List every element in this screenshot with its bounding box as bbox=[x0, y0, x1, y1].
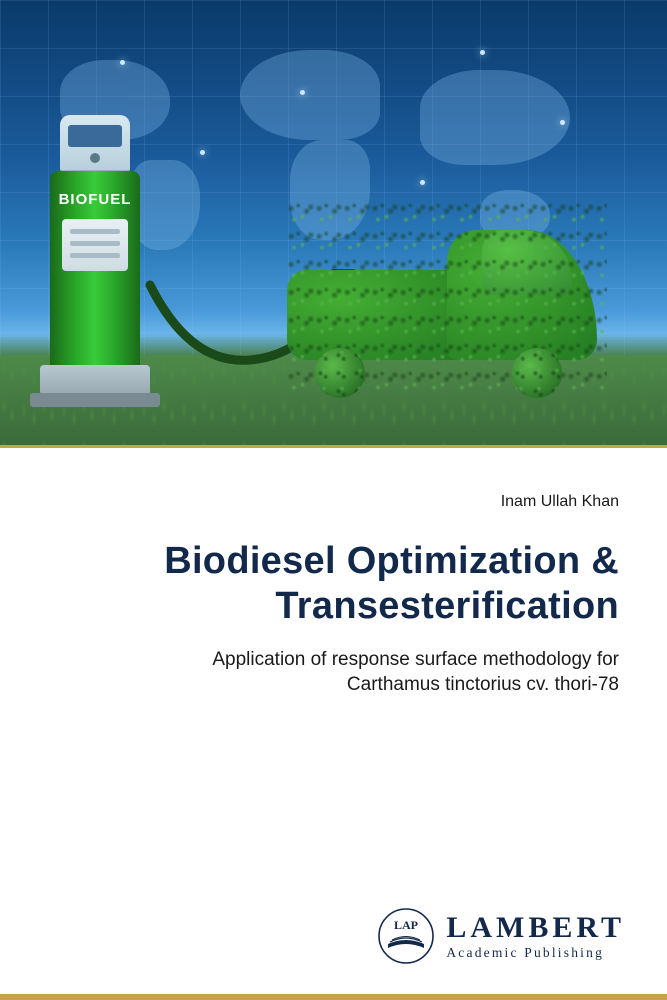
title-line: Biodiesel Optimization & bbox=[164, 540, 619, 582]
publisher-name: LAMBERT bbox=[446, 913, 625, 943]
network-node bbox=[420, 180, 425, 185]
eco-truck bbox=[287, 200, 607, 390]
book-subtitle: Application of response surface methodol… bbox=[48, 647, 619, 698]
author-name: Inam Ullah Khan bbox=[48, 493, 619, 511]
truck-wheel bbox=[512, 348, 562, 398]
pump-screen bbox=[68, 125, 122, 147]
pump-knob bbox=[90, 153, 100, 163]
cover-illustration: BIOFUEL bbox=[0, 0, 667, 445]
network-node bbox=[120, 60, 125, 65]
publisher-block: LAP LAMBERT Academic Publishing bbox=[378, 908, 625, 964]
pump-display-housing bbox=[60, 115, 130, 173]
pump-panel bbox=[62, 219, 128, 271]
subtitle-line: Application of response surface methodol… bbox=[212, 649, 619, 670]
title-line: Transesterification bbox=[275, 585, 619, 627]
svg-text:LAP: LAP bbox=[394, 918, 418, 932]
truck-wheel bbox=[315, 348, 365, 398]
pump-base bbox=[40, 365, 150, 395]
network-node bbox=[560, 120, 565, 125]
fuel-pump: BIOFUEL bbox=[30, 115, 160, 395]
network-node bbox=[300, 90, 305, 95]
pump-label: BIOFUEL bbox=[59, 191, 132, 208]
pump-foot bbox=[30, 393, 160, 407]
cover-text-block: Inam Ullah Khan Biodiesel Optimization &… bbox=[0, 445, 667, 698]
divider-line bbox=[0, 445, 667, 448]
book-title: Biodiesel Optimization & Transesterifica… bbox=[48, 539, 619, 629]
subtitle-line: Carthamus tinctorius cv. thori-78 bbox=[347, 674, 619, 695]
bottom-accent-bar bbox=[0, 994, 667, 1000]
pump-body: BIOFUEL bbox=[50, 171, 140, 371]
publisher-logo-icon: LAP bbox=[378, 908, 434, 964]
network-node bbox=[200, 150, 205, 155]
network-node bbox=[480, 50, 485, 55]
publisher-tagline: Academic Publishing bbox=[446, 946, 625, 960]
